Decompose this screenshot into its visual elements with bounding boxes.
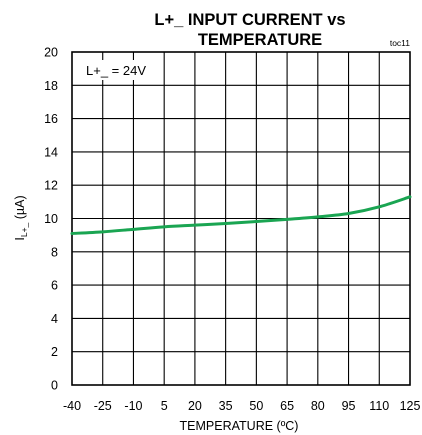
y-tick-label: 20 [44,46,58,60]
y-axis-label: IL+_ (µA) [13,195,29,240]
figure-id: toc11 [390,38,410,48]
x-tick-label: 125 [400,399,421,413]
x-tick-label: -25 [94,399,112,413]
condition-label-box [80,60,160,80]
y-axis-label-main: I [13,237,27,240]
y-tick-labels: 0 2 4 6 8 10 12 14 16 18 20 [44,46,58,393]
x-tick-label: 20 [188,399,202,413]
x-tick-label: 65 [280,399,294,413]
x-axis-label: TEMPERATURE (ºC) [180,419,299,433]
chart-title-line-2: TEMPERATURE [198,31,322,49]
y-tick-label: 14 [44,145,58,159]
y-tick-label: 12 [44,179,58,193]
x-tick-label: 80 [311,399,325,413]
series-line [70,195,412,235]
y-tick-label: 10 [44,212,58,226]
chart-title-line-1: L+_ INPUT CURRENT vs [154,11,345,29]
x-tick-label: 35 [219,399,233,413]
x-tick-label: 95 [342,399,356,413]
x-tick-label: -10 [124,399,142,413]
y-tick-label: 18 [44,79,58,93]
y-axis-label-subscript: L+_ [19,222,29,237]
y-tick-label: 6 [51,279,58,293]
x-tick-label: -40 [63,399,81,413]
plot-frame [71,51,411,386]
x-tick-labels: -40 -25 -10 5 20 35 50 65 80 95 110 125 [63,399,421,413]
grid [72,52,410,385]
y-tick-label: 4 [51,312,58,326]
y-tick-label: 0 [51,379,58,393]
x-tick-label: 50 [249,399,263,413]
y-tick-label: 8 [51,245,58,259]
y-tick-label: 2 [51,345,58,359]
y-axis-label-unit: (µA) [13,195,27,222]
x-tick-label: 5 [161,399,168,413]
condition-label: L+_ = 24V [86,63,146,78]
y-tick-label: 16 [44,112,58,126]
x-tick-label: 110 [369,399,389,413]
